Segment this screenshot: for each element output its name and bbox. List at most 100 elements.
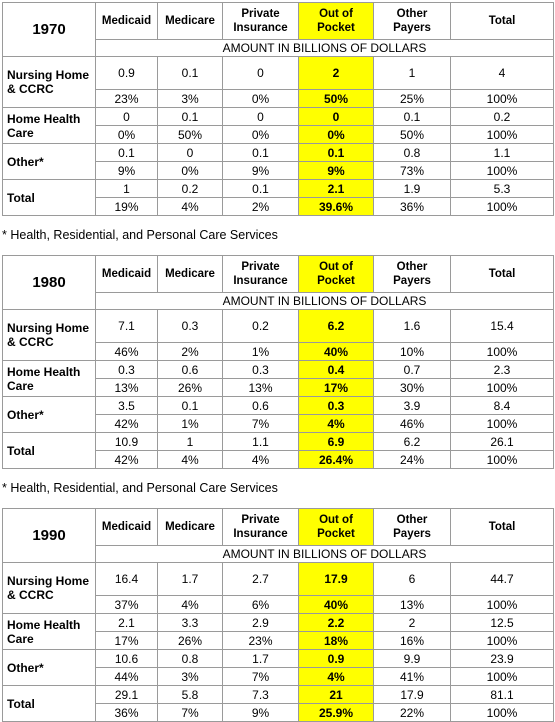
percent-cell: 2%	[157, 342, 223, 361]
unit-cell: AMOUNT IN BILLIONS OF DOLLARS	[95, 292, 554, 310]
year-cell: 1980	[2, 255, 96, 310]
amount-cell: 5.3	[450, 179, 554, 198]
amount-cell: 15.4	[450, 309, 554, 343]
year-cell: 1990	[2, 508, 96, 563]
amount-cell: 0.6	[222, 396, 299, 415]
percent-cell: 4%	[222, 450, 299, 469]
percent-cell: 46%	[95, 342, 158, 361]
amount-cell: 1	[157, 432, 223, 451]
amount-cell: 0.1	[95, 143, 158, 162]
amount-cell: 0.7	[373, 360, 451, 379]
unit-cell: AMOUNT IN BILLIONS OF DOLLARS	[95, 39, 554, 57]
amount-cell: 2.2	[298, 613, 374, 632]
percent-row: 13% 26% 13% 17% 30% 100%	[3, 378, 554, 397]
amount-cell: 0.3	[222, 360, 299, 379]
row-label: Other*	[2, 396, 96, 433]
percent-cell: 23%	[222, 631, 299, 650]
table-body: 1970 Medicaid Medicare Private Insurance Out…	[2, 2, 554, 216]
percent-cell: 19%	[95, 197, 158, 216]
amount-cell: 1.7	[157, 562, 223, 596]
percent-cell: 4%	[298, 667, 374, 686]
amount-cell: 0.2	[450, 107, 554, 126]
percent-cell: 26.4%	[298, 450, 374, 469]
column-header: Medicaid	[95, 508, 158, 546]
amount-row: Total 10.9 1 1.1 6.9 6.2 26.1	[2, 432, 554, 469]
percent-cell: 100%	[450, 414, 554, 433]
amount-cell: 0.1	[298, 143, 374, 162]
percent-cell: 100%	[450, 125, 554, 144]
percent-cell: 100%	[450, 197, 554, 216]
amount-row: Home Health Care 0.3 0.6 0.3 0.4 0.7 2.3	[2, 360, 554, 397]
percent-cell: 4%	[157, 197, 223, 216]
row-label: Other*	[2, 649, 96, 686]
percent-cell: 23%	[95, 89, 158, 108]
amount-cell: 0.1	[157, 56, 223, 90]
header-row: 1970 Medicaid Medicare Private Insurance Out…	[2, 2, 554, 57]
percent-cell: 100%	[450, 161, 554, 180]
amount-cell: 3.5	[95, 396, 158, 415]
column-header: Out of Pocket	[298, 508, 374, 546]
percent-cell: 0%	[222, 125, 299, 144]
column-header: Other Payers	[373, 255, 451, 293]
row-label: Home Health Care	[2, 613, 96, 650]
amount-cell: 6	[373, 562, 451, 596]
percent-cell: 9%	[222, 703, 299, 722]
header-row: 1990 Medicaid Medicare Private Insurance Out…	[2, 508, 554, 563]
percent-cell: 42%	[95, 414, 158, 433]
amount-cell: 29.1	[95, 685, 158, 704]
footnote: * Health, Residential, and Personal Care…	[2, 481, 278, 495]
percent-cell: 0%	[298, 125, 374, 144]
header-row: 1980 Medicaid Medicare Private Insurance Out…	[2, 255, 554, 310]
percent-row: 19% 4% 2% 39.6% 36% 100%	[3, 197, 554, 216]
column-header: Medicare	[157, 255, 223, 293]
percent-cell: 18%	[298, 631, 374, 650]
column-header: Private Insurance	[222, 2, 299, 40]
percent-row: 9% 0% 9% 9% 73% 100%	[3, 161, 554, 180]
percent-cell: 26%	[157, 631, 223, 650]
percent-row: 46% 2% 1% 40% 10% 100%	[3, 342, 554, 361]
percent-cell: 100%	[450, 378, 554, 397]
amount-cell: 2	[298, 56, 374, 90]
amount-cell: 0.6	[157, 360, 223, 379]
amount-cell: 3.9	[373, 396, 451, 415]
percent-cell: 100%	[450, 89, 554, 108]
amount-row: Total 1 0.2 0.1 2.1 1.9 5.3	[2, 179, 554, 216]
row-label: Nursing Home & CCRC	[2, 56, 96, 108]
percent-cell: 16%	[373, 631, 451, 650]
amount-cell: 7.3	[222, 685, 299, 704]
percent-cell: 24%	[373, 450, 451, 469]
column-header: Out of Pocket	[298, 255, 374, 293]
amount-row: Nursing Home & CCRC 0.9 0.1 0 2 1 4	[2, 56, 554, 108]
percent-row: 36% 7% 9% 25.9% 22% 100%	[3, 703, 554, 722]
amount-cell: 1.9	[373, 179, 451, 198]
row-label: Home Health Care	[2, 107, 96, 144]
amount-cell: 3.3	[157, 613, 223, 632]
amount-cell: 1.6	[373, 309, 451, 343]
percent-cell: 10%	[373, 342, 451, 361]
percent-cell: 36%	[95, 703, 158, 722]
percent-cell: 30%	[373, 378, 451, 397]
column-header: Medicaid	[95, 2, 158, 40]
percent-cell: 7%	[222, 667, 299, 686]
amount-row: Other* 3.5 0.1 0.6 0.3 3.9 8.4	[2, 396, 554, 433]
percent-cell: 46%	[373, 414, 451, 433]
amount-cell: 0	[95, 107, 158, 126]
row-label: Total	[2, 432, 96, 469]
row-label: Total	[2, 685, 96, 722]
percent-cell: 4%	[157, 595, 223, 614]
percent-cell: 100%	[450, 631, 554, 650]
percent-cell: 42%	[95, 450, 158, 469]
percent-cell: 40%	[298, 595, 374, 614]
percent-cell: 17%	[298, 378, 374, 397]
data-table: 1990 Medicaid Medicare Private Insurance Out…	[2, 508, 554, 722]
percent-cell: 3%	[157, 667, 223, 686]
percent-cell: 73%	[373, 161, 451, 180]
amount-cell: 23.9	[450, 649, 554, 668]
amount-row: Home Health Care 2.1 3.3 2.9 2.2 2 12.5	[2, 613, 554, 650]
percent-cell: 13%	[373, 595, 451, 614]
amount-cell: 2.1	[298, 179, 374, 198]
amount-row: Home Health Care 0 0.1 0 0 0.1 0.2	[2, 107, 554, 144]
amount-cell: 0	[222, 107, 299, 126]
amount-cell: 4	[450, 56, 554, 90]
